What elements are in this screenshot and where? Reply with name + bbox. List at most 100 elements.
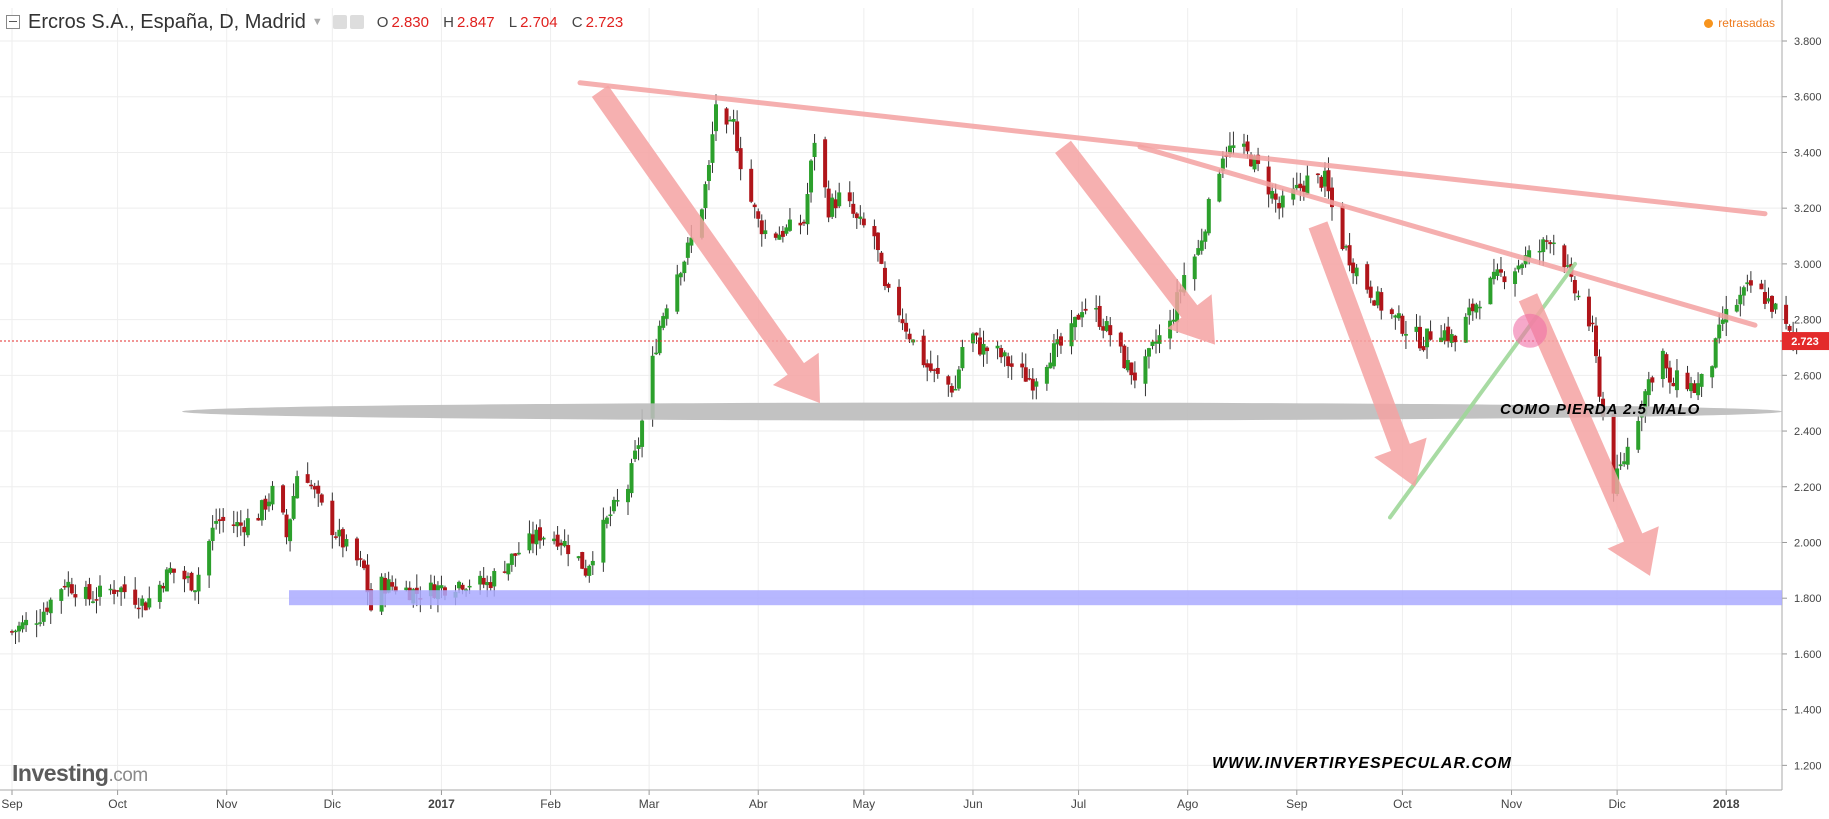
- candle-body: [1720, 319, 1725, 324]
- candle-body: [231, 524, 236, 526]
- candle-body: [340, 529, 345, 548]
- candle-body: [1231, 145, 1236, 148]
- candle-body: [238, 522, 243, 526]
- candle-body: [189, 572, 194, 591]
- candle-body: [1354, 267, 1359, 277]
- candle-body: [305, 474, 310, 483]
- settings-icon[interactable]: [349, 15, 364, 29]
- x-tick-label: Sep: [1286, 797, 1308, 811]
- y-tick-label: 2.600: [1794, 370, 1822, 382]
- y-tick-label: 1.400: [1794, 705, 1822, 717]
- candle-body: [946, 376, 951, 385]
- candle-body: [390, 582, 395, 587]
- candle-body: [777, 234, 782, 240]
- candle-body: [295, 476, 300, 499]
- candle-body: [611, 499, 616, 512]
- candle-body: [59, 589, 64, 601]
- candle-body: [981, 343, 986, 355]
- candle-body: [1157, 335, 1162, 344]
- candle-body: [802, 221, 806, 224]
- candle-body: [897, 286, 902, 316]
- candle-body: [953, 388, 958, 391]
- candle-body: [1442, 330, 1447, 341]
- candle-body: [1199, 240, 1204, 251]
- candle-body: [90, 601, 95, 603]
- candle-body: [1541, 239, 1546, 253]
- candle-body: [805, 194, 810, 225]
- candle-body: [1622, 461, 1627, 465]
- candle-body: [83, 586, 88, 599]
- candle-body: [10, 631, 14, 633]
- candle-body: [140, 598, 145, 606]
- candle-body: [242, 526, 247, 533]
- candle-body: [1009, 363, 1014, 367]
- candle-body: [675, 274, 680, 312]
- annotation-website: WWW.INVERTIRYESPECULAR.COM: [1212, 755, 1512, 772]
- candle-body: [62, 585, 67, 588]
- candle-body: [583, 568, 588, 576]
- candle-body: [516, 552, 521, 555]
- candle-body: [161, 585, 166, 589]
- candle-body: [1400, 315, 1405, 334]
- x-tick-label: Ago: [1177, 797, 1199, 811]
- candle-body: [1076, 314, 1081, 320]
- candle-body: [633, 450, 638, 460]
- candle-body: [1143, 356, 1148, 384]
- candle-body: [1689, 383, 1694, 392]
- candle-body: [1548, 242, 1553, 245]
- eye-icon[interactable]: [332, 15, 347, 29]
- candle-body: [1315, 173, 1320, 176]
- candle-body: [509, 553, 514, 565]
- collapse-icon[interactable]: [6, 15, 20, 29]
- candle-body: [1294, 184, 1299, 189]
- resistance-line-long: [577, 80, 1768, 217]
- candle-body: [900, 319, 905, 324]
- candle-body: [263, 498, 268, 510]
- candle-body: [319, 494, 324, 503]
- candle-body: [235, 521, 240, 527]
- candle-body: [1527, 250, 1532, 259]
- candle-body: [787, 219, 792, 231]
- candle-body: [115, 590, 120, 592]
- chevron-down-icon[interactable]: ▼: [311, 16, 323, 28]
- support-band-1-80: [289, 590, 1782, 606]
- candle-body: [478, 575, 483, 585]
- candle-body: [143, 602, 148, 611]
- candle-body: [932, 369, 937, 371]
- candle-body: [1491, 271, 1496, 280]
- open-label: O: [376, 13, 389, 31]
- candle-body: [1006, 356, 1011, 367]
- candle-body: [428, 582, 433, 597]
- down-arrow-jul: [1055, 140, 1215, 345]
- candle-body: [147, 598, 152, 608]
- candle-body: [833, 199, 838, 209]
- y-tick-label: 1.800: [1794, 593, 1822, 605]
- chart-grid: [0, 8, 1782, 790]
- candle-body: [386, 579, 391, 593]
- candle-body: [108, 588, 113, 591]
- candle-body: [171, 568, 176, 573]
- candle-body: [995, 345, 1000, 349]
- candle-body: [714, 104, 718, 132]
- x-tick-label: Mar: [639, 797, 660, 811]
- candle-body: [1396, 313, 1401, 319]
- candle-body: [41, 611, 46, 622]
- low-value: 2.704: [520, 13, 558, 31]
- candle-body: [38, 622, 43, 624]
- candle-body: [502, 571, 507, 573]
- candle-body: [587, 565, 592, 576]
- candle-body: [555, 534, 560, 547]
- candle-body: [1192, 256, 1197, 280]
- candle-body: [1301, 185, 1306, 192]
- candle-body: [689, 237, 694, 246]
- y-tick-label: 2.000: [1794, 537, 1822, 549]
- candle-body: [812, 142, 817, 158]
- candle-body: [784, 227, 789, 234]
- candle-body: [1206, 198, 1211, 234]
- candle-body: [534, 529, 539, 545]
- status-dot-icon: [1704, 18, 1714, 28]
- candle-body: [1129, 362, 1134, 376]
- candle-body: [1270, 191, 1275, 199]
- candle-body: [703, 184, 708, 209]
